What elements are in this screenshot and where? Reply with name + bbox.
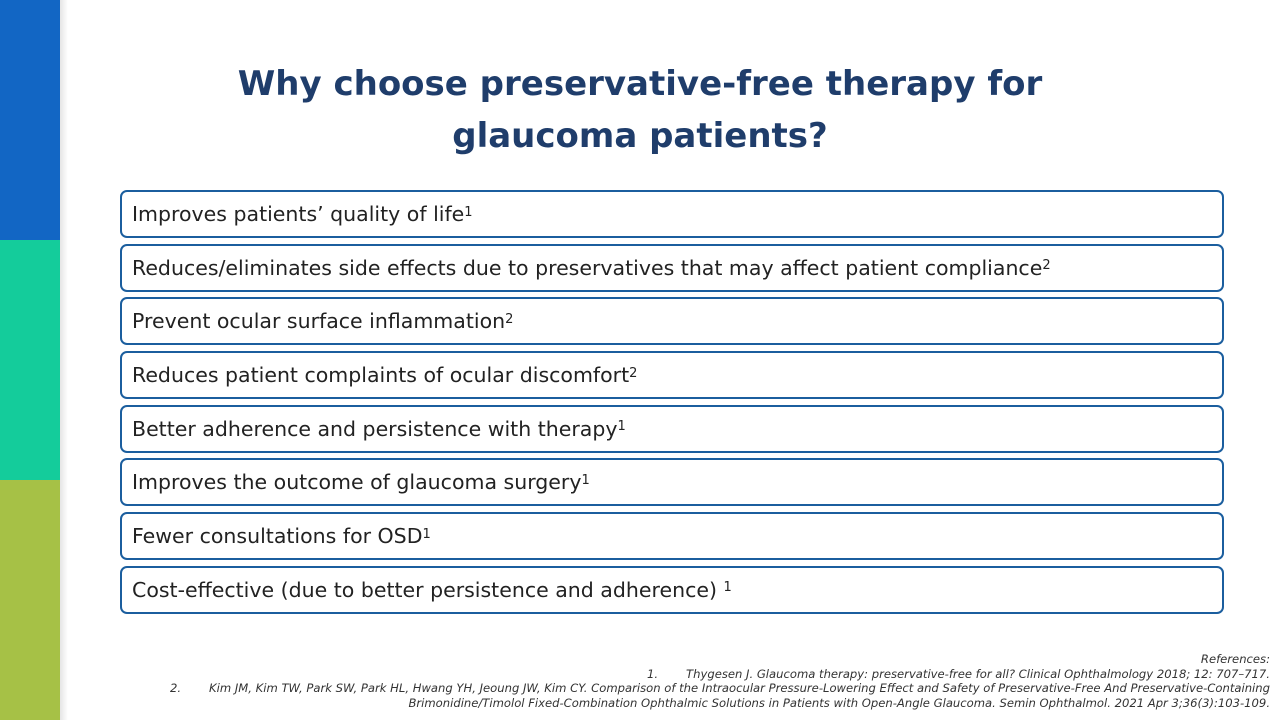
reference-superscript: 1 <box>617 419 626 435</box>
references-footer: References: 1. Thygesen J. Glaucoma thera… <box>70 652 1270 710</box>
benefit-box: Cost-effective (due to better persistenc… <box>120 565 1224 614</box>
stripe-shadow <box>60 0 68 720</box>
reference-superscript: 1 <box>581 472 590 488</box>
reference-superscript: 1 <box>422 526 431 542</box>
benefit-text: Better adherence and persistence with th… <box>132 416 618 441</box>
reference-superscript: 2 <box>505 311 514 327</box>
reference-superscript: 2 <box>1042 258 1051 274</box>
benefit-text: Reduces/eliminates side effects due to p… <box>132 255 1043 280</box>
reference-text-line-2: Brimonidine/Timolol Fixed-Combination Op… <box>408 695 1270 710</box>
reference-text: Thygesen J. Glaucoma therapy: preservati… <box>686 666 1270 681</box>
benefit-box: Improves the outcome of glaucoma surgery… <box>120 458 1224 507</box>
benefit-box: Fewer consultations for OSD 1 <box>120 512 1224 561</box>
benefit-text: Fewer consultations for OSD <box>132 524 423 549</box>
benefit-box: Improves patients’ quality of life 1 <box>120 190 1224 238</box>
reference-superscript: 1 <box>464 204 473 220</box>
reference-superscript: 2 <box>629 365 638 381</box>
reference-item-2: 2. Kim JM, Kim TW, Park SW, Park HL, Hwan… <box>70 681 1270 696</box>
slide-title: Why choose preservative-free therapy for… <box>237 64 1043 156</box>
reference-superscript: 1 <box>723 580 732 596</box>
reference-item-2-continued: Brimonidine/Timolol Fixed-Combination Op… <box>70 696 1270 711</box>
accent-stripe-teal <box>0 240 60 480</box>
reference-number: 1. <box>646 666 659 681</box>
benefit-list: Improves patients’ quality of life 1 Redu… <box>120 190 1224 620</box>
benefit-box: Prevent ocular surface inflammation 2 <box>120 297 1224 346</box>
references-heading: References: <box>1200 652 1270 666</box>
benefit-text: Reduces patient complaints of ocular dis… <box>132 363 630 388</box>
accent-stripe-blue <box>0 0 60 240</box>
benefit-text: Prevent ocular surface inflammation <box>132 309 506 334</box>
benefit-text: Improves patients’ quality of life <box>132 202 465 226</box>
benefit-text: Cost-effective (due to better persistenc… <box>132 577 724 602</box>
accent-stripe-green <box>0 480 60 720</box>
reference-item-1: 1. Thygesen J. Glaucoma therapy: preserva… <box>70 667 1270 682</box>
reference-text-line-1: Kim JM, Kim TW, Park SW, Park HL, Hwang … <box>209 681 1270 695</box>
benefit-text: Improves the outcome of glaucoma surgery <box>132 470 582 495</box>
benefit-box: Reduces/eliminates side effects due to p… <box>120 243 1224 292</box>
benefit-box: Better adherence and persistence with th… <box>120 404 1224 453</box>
benefit-box: Reduces patient complaints of ocular dis… <box>120 351 1224 400</box>
reference-number: 2. <box>169 681 182 695</box>
